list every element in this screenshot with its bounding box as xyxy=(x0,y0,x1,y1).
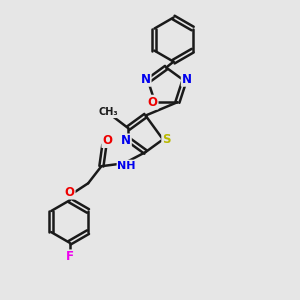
Text: CH₃: CH₃ xyxy=(99,107,118,117)
Text: N: N xyxy=(121,134,131,147)
Text: O: O xyxy=(102,134,112,147)
Text: N: N xyxy=(141,73,151,86)
Text: O: O xyxy=(64,186,75,199)
Text: F: F xyxy=(66,250,74,263)
Text: NH: NH xyxy=(118,160,136,171)
Text: N: N xyxy=(182,73,192,86)
Text: O: O xyxy=(148,96,158,109)
Text: S: S xyxy=(162,133,171,146)
